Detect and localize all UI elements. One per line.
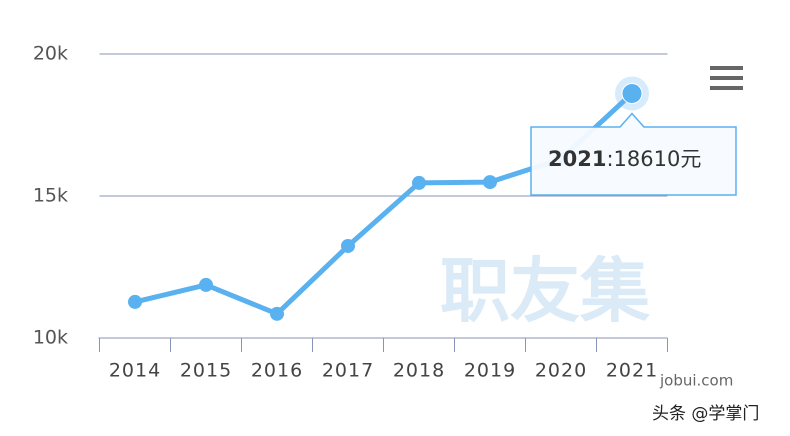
tooltip-value: 18610元 [614, 147, 702, 171]
y-tick-label: 10k [33, 327, 68, 349]
x-tick-label: 2019 [464, 360, 516, 382]
menu-bar [710, 86, 743, 90]
x-tick-label: 2021 [606, 360, 658, 382]
y-tick-label: 15k [33, 185, 68, 207]
menu-bar [710, 66, 743, 70]
x-tick-label: 2018 [393, 360, 445, 382]
point [128, 294, 142, 309]
point [483, 175, 497, 190]
point [412, 175, 426, 190]
point [199, 277, 213, 292]
point [270, 306, 284, 321]
site-label: jobui.com [659, 372, 733, 390]
x-tick-label: 2017 [322, 360, 374, 382]
tooltip-box [530, 112, 737, 196]
point [341, 238, 355, 253]
tooltip: 2021:18610元 [530, 112, 737, 196]
point [621, 82, 643, 104]
y-tick-label: 20k [33, 43, 68, 65]
tooltip-text: 2021:18610元 [548, 147, 701, 171]
menu-bar [710, 76, 743, 80]
watermark: 职友集 [440, 250, 650, 332]
credit: 头条 @学掌门 [652, 404, 759, 424]
menu-icon[interactable] [710, 66, 743, 90]
x-tick-label: 2014 [109, 360, 161, 382]
x-tick-label: 2015 [180, 360, 232, 382]
tooltip-separator: : [606, 147, 613, 171]
x-tick-label: 2020 [535, 360, 587, 382]
x-tick-label: 2016 [251, 360, 303, 382]
tooltip-category: 2021 [548, 147, 606, 171]
